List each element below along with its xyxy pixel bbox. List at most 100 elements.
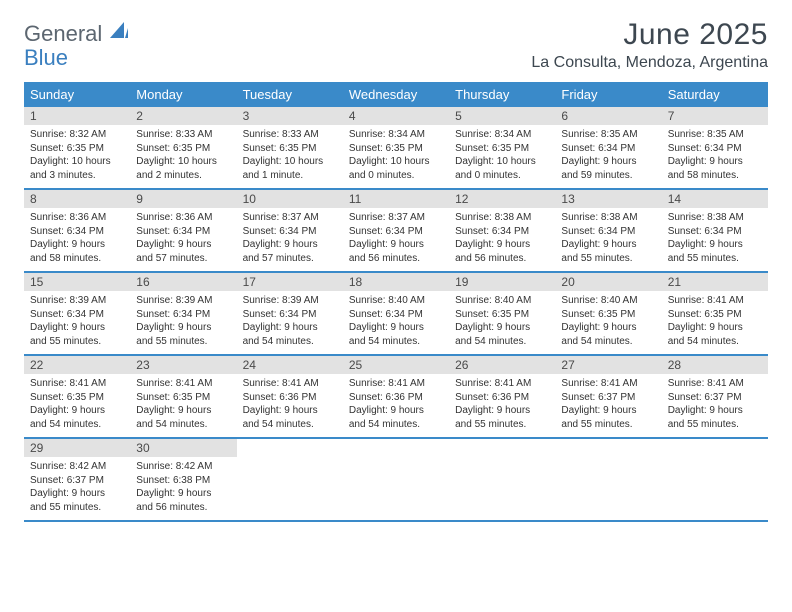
date-number: 17: [237, 273, 343, 291]
day-cell: 9Sunrise: 8:36 AMSunset: 6:34 PMDaylight…: [130, 190, 236, 271]
detail-dl1: Daylight: 9 hours: [30, 404, 124, 418]
date-number: 10: [237, 190, 343, 208]
detail-sunrise: Sunrise: 8:34 AM: [455, 128, 549, 142]
day-details: Sunrise: 8:40 AMSunset: 6:34 PMDaylight:…: [343, 291, 449, 348]
day-details: Sunrise: 8:39 AMSunset: 6:34 PMDaylight:…: [130, 291, 236, 348]
date-number: 27: [555, 356, 661, 374]
day-header-row: Sunday Monday Tuesday Wednesday Thursday…: [24, 82, 768, 107]
day-cell: 12Sunrise: 8:38 AMSunset: 6:34 PMDayligh…: [449, 190, 555, 271]
detail-sunset: Sunset: 6:35 PM: [455, 308, 549, 322]
detail-sunrise: Sunrise: 8:34 AM: [349, 128, 443, 142]
detail-dl2: and 0 minutes.: [349, 169, 443, 183]
date-number: 4: [343, 107, 449, 125]
detail-sunset: Sunset: 6:36 PM: [243, 391, 337, 405]
detail-dl1: Daylight: 9 hours: [136, 487, 230, 501]
detail-dl1: Daylight: 10 hours: [243, 155, 337, 169]
detail-sunrise: Sunrise: 8:41 AM: [668, 294, 762, 308]
detail-dl2: and 54 minutes.: [455, 335, 549, 349]
date-number: 25: [343, 356, 449, 374]
detail-dl2: and 55 minutes.: [561, 418, 655, 432]
detail-sunset: Sunset: 6:37 PM: [30, 474, 124, 488]
detail-dl2: and 54 minutes.: [136, 418, 230, 432]
detail-sunset: Sunset: 6:34 PM: [349, 308, 443, 322]
detail-sunset: Sunset: 6:34 PM: [668, 225, 762, 239]
day-header-friday: Friday: [555, 82, 661, 107]
detail-dl2: and 56 minutes.: [349, 252, 443, 266]
empty-cell: [343, 439, 449, 520]
day-details: Sunrise: 8:33 AMSunset: 6:35 PMDaylight:…: [237, 125, 343, 182]
detail-sunrise: Sunrise: 8:37 AM: [243, 211, 337, 225]
detail-dl1: Daylight: 9 hours: [668, 238, 762, 252]
day-cell: 21Sunrise: 8:41 AMSunset: 6:35 PMDayligh…: [662, 273, 768, 354]
detail-sunset: Sunset: 6:35 PM: [136, 142, 230, 156]
date-number: 8: [24, 190, 130, 208]
detail-dl1: Daylight: 9 hours: [243, 238, 337, 252]
detail-dl2: and 54 minutes.: [668, 335, 762, 349]
date-number: 1: [24, 107, 130, 125]
detail-sunset: Sunset: 6:34 PM: [243, 225, 337, 239]
detail-dl2: and 55 minutes.: [30, 335, 124, 349]
page-header: General Blue June 2025 La Consulta, Mend…: [24, 18, 768, 72]
day-cell: 18Sunrise: 8:40 AMSunset: 6:34 PMDayligh…: [343, 273, 449, 354]
detail-sunset: Sunset: 6:34 PM: [455, 225, 549, 239]
day-details: Sunrise: 8:42 AMSunset: 6:37 PMDaylight:…: [24, 457, 130, 514]
detail-sunrise: Sunrise: 8:36 AM: [136, 211, 230, 225]
detail-dl1: Daylight: 9 hours: [561, 238, 655, 252]
detail-dl2: and 54 minutes.: [243, 418, 337, 432]
detail-dl1: Daylight: 10 hours: [136, 155, 230, 169]
date-number: 6: [555, 107, 661, 125]
day-details: Sunrise: 8:35 AMSunset: 6:34 PMDaylight:…: [662, 125, 768, 182]
day-cell: 20Sunrise: 8:40 AMSunset: 6:35 PMDayligh…: [555, 273, 661, 354]
day-details: Sunrise: 8:35 AMSunset: 6:34 PMDaylight:…: [555, 125, 661, 182]
day-details: Sunrise: 8:41 AMSunset: 6:36 PMDaylight:…: [449, 374, 555, 431]
detail-dl1: Daylight: 9 hours: [349, 238, 443, 252]
detail-sunset: Sunset: 6:34 PM: [243, 308, 337, 322]
detail-dl1: Daylight: 9 hours: [668, 321, 762, 335]
day-cell: 27Sunrise: 8:41 AMSunset: 6:37 PMDayligh…: [555, 356, 661, 437]
detail-dl1: Daylight: 10 hours: [455, 155, 549, 169]
day-cell: 23Sunrise: 8:41 AMSunset: 6:35 PMDayligh…: [130, 356, 236, 437]
day-cell: 22Sunrise: 8:41 AMSunset: 6:35 PMDayligh…: [24, 356, 130, 437]
detail-sunrise: Sunrise: 8:39 AM: [30, 294, 124, 308]
detail-sunrise: Sunrise: 8:41 AM: [136, 377, 230, 391]
detail-sunrise: Sunrise: 8:40 AM: [349, 294, 443, 308]
detail-sunset: Sunset: 6:36 PM: [455, 391, 549, 405]
detail-dl2: and 59 minutes.: [561, 169, 655, 183]
detail-sunrise: Sunrise: 8:35 AM: [561, 128, 655, 142]
day-cell: 6Sunrise: 8:35 AMSunset: 6:34 PMDaylight…: [555, 107, 661, 188]
day-details: Sunrise: 8:39 AMSunset: 6:34 PMDaylight:…: [237, 291, 343, 348]
day-details: Sunrise: 8:41 AMSunset: 6:36 PMDaylight:…: [237, 374, 343, 431]
detail-sunrise: Sunrise: 8:41 AM: [668, 377, 762, 391]
detail-dl1: Daylight: 9 hours: [30, 487, 124, 501]
detail-sunrise: Sunrise: 8:39 AM: [136, 294, 230, 308]
detail-sunrise: Sunrise: 8:40 AM: [455, 294, 549, 308]
day-header-thursday: Thursday: [449, 82, 555, 107]
day-cell: 3Sunrise: 8:33 AMSunset: 6:35 PMDaylight…: [237, 107, 343, 188]
detail-sunset: Sunset: 6:37 PM: [668, 391, 762, 405]
day-cell: 2Sunrise: 8:33 AMSunset: 6:35 PMDaylight…: [130, 107, 236, 188]
day-cell: 1Sunrise: 8:32 AMSunset: 6:35 PMDaylight…: [24, 107, 130, 188]
day-details: Sunrise: 8:34 AMSunset: 6:35 PMDaylight:…: [343, 125, 449, 182]
day-cell: 15Sunrise: 8:39 AMSunset: 6:34 PMDayligh…: [24, 273, 130, 354]
day-cell: 19Sunrise: 8:40 AMSunset: 6:35 PMDayligh…: [449, 273, 555, 354]
day-details: Sunrise: 8:40 AMSunset: 6:35 PMDaylight:…: [449, 291, 555, 348]
date-number: 19: [449, 273, 555, 291]
detail-sunrise: Sunrise: 8:41 AM: [455, 377, 549, 391]
day-cell: 25Sunrise: 8:41 AMSunset: 6:36 PMDayligh…: [343, 356, 449, 437]
day-cell: 14Sunrise: 8:38 AMSunset: 6:34 PMDayligh…: [662, 190, 768, 271]
day-cell: 8Sunrise: 8:36 AMSunset: 6:34 PMDaylight…: [24, 190, 130, 271]
detail-sunset: Sunset: 6:34 PM: [561, 225, 655, 239]
logo-sail-icon: [110, 22, 128, 38]
detail-dl2: and 3 minutes.: [30, 169, 124, 183]
day-cell: 10 Sunrise: 8:37 AMSunset: 6:34 PMDayligh…: [237, 190, 343, 271]
day-cell: 4Sunrise: 8:34 AMSunset: 6:35 PMDaylight…: [343, 107, 449, 188]
detail-dl1: Daylight: 9 hours: [349, 404, 443, 418]
day-details: Sunrise: 8:41 AMSunset: 6:37 PMDaylight:…: [555, 374, 661, 431]
day-cell: 24Sunrise: 8:41 AMSunset: 6:36 PMDayligh…: [237, 356, 343, 437]
month-title: June 2025: [531, 18, 768, 52]
date-number: 16: [130, 273, 236, 291]
date-number: 11: [343, 190, 449, 208]
date-number: 24: [237, 356, 343, 374]
day-details: Sunrise: 8:32 AMSunset: 6:35 PMDaylight:…: [24, 125, 130, 182]
detail-sunrise: Sunrise: 8:41 AM: [349, 377, 443, 391]
